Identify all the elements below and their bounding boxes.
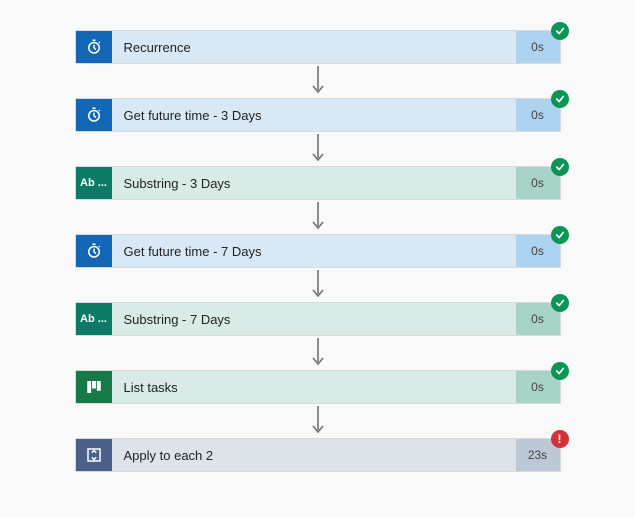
status-badge-success bbox=[551, 362, 569, 380]
status-badge-success bbox=[551, 226, 569, 244]
status-badge-success bbox=[551, 294, 569, 312]
flow-arrow-icon bbox=[311, 268, 325, 302]
text-icon: Ab ... bbox=[76, 167, 112, 199]
step-label: Substring - 3 Days bbox=[112, 167, 516, 199]
step-label: Substring - 7 Days bbox=[112, 303, 516, 335]
flow-arrow-icon bbox=[311, 64, 325, 98]
step-label: Apply to each 2 bbox=[112, 439, 516, 471]
flow-step[interactable]: Get future time - 7 Days0s bbox=[75, 234, 561, 268]
clock-icon bbox=[76, 31, 112, 63]
step-label: Get future time - 3 Days bbox=[112, 99, 516, 131]
clock-icon bbox=[76, 235, 112, 267]
loop-icon bbox=[76, 439, 112, 471]
flow-arrow-icon bbox=[311, 404, 325, 438]
status-badge-error: ! bbox=[551, 430, 569, 448]
status-badge-success bbox=[551, 158, 569, 176]
clock-icon bbox=[76, 99, 112, 131]
step-label: List tasks bbox=[112, 371, 516, 403]
status-badge-success bbox=[551, 90, 569, 108]
flow-step[interactable]: Apply to each 223s! bbox=[75, 438, 561, 472]
flow-step[interactable]: Recurrence0s bbox=[75, 30, 561, 64]
planner-icon bbox=[76, 371, 112, 403]
status-badge-success bbox=[551, 22, 569, 40]
flow-arrow-icon bbox=[311, 132, 325, 166]
flow-step[interactable]: Ab ...Substring - 3 Days0s bbox=[75, 166, 561, 200]
step-label: Recurrence bbox=[112, 31, 516, 63]
flow-arrow-icon bbox=[311, 200, 325, 234]
flow-arrow-icon bbox=[311, 336, 325, 370]
flow-step[interactable]: List tasks0s bbox=[75, 370, 561, 404]
flow-step[interactable]: Ab ...Substring - 7 Days0s bbox=[75, 302, 561, 336]
flow-step[interactable]: Get future time - 3 Days0s bbox=[75, 98, 561, 132]
step-label: Get future time - 7 Days bbox=[112, 235, 516, 267]
flow-diagram: Recurrence0s Get future time - 3 Days0s Ab… bbox=[0, 30, 635, 472]
text-icon: Ab ... bbox=[76, 303, 112, 335]
